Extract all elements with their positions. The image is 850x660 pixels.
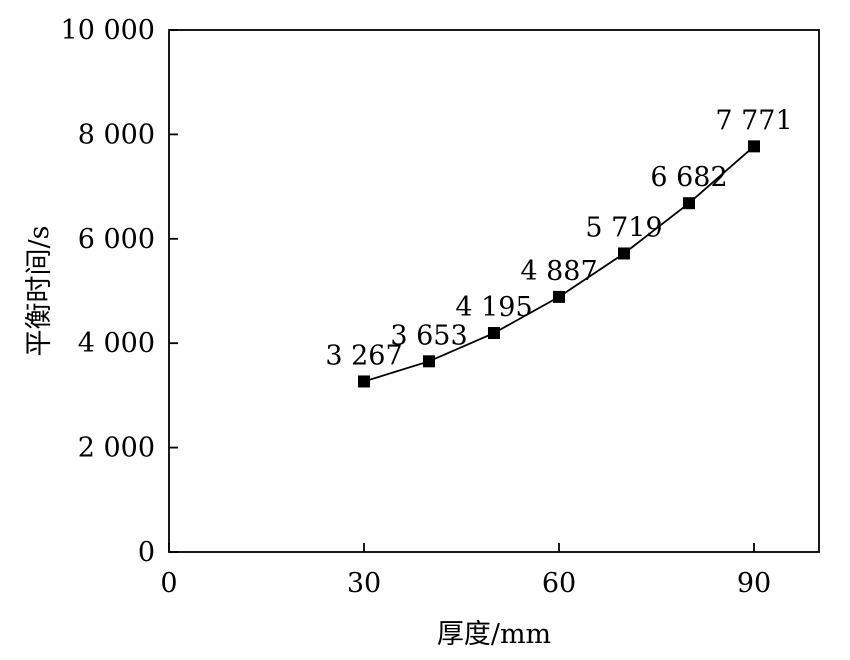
y-tick-label: 0 [138,537,155,568]
y-tick-label: 4 000 [78,328,155,359]
x-axis-ticks: 0 30 60 90 [160,543,771,599]
y-tick-label: 10 000 [61,15,155,46]
y-axis-title: 平衡时间/s [24,226,55,357]
data-point [553,290,565,303]
data-point [358,375,370,388]
data-label: 4 195 [455,292,532,323]
data-point [618,247,630,260]
data-label: 4 887 [520,256,597,287]
data-point [488,327,500,340]
x-tick-label: 30 [347,568,381,599]
data-label: 3 267 [325,340,402,371]
data-point [748,140,760,153]
data-point [423,355,435,368]
data-label: 5 719 [585,212,662,243]
data-label: 7 771 [715,105,792,136]
y-tick-label: 6 000 [78,224,155,255]
data-label: 3 653 [390,320,467,351]
x-tick-label: 0 [160,568,177,599]
y-tick-label: 2 000 [78,433,155,464]
y-axis-ticks: 0 2 000 4 000 6 000 8 000 10 000 [61,15,178,568]
x-axis-title: 厚度/mm [437,619,551,650]
x-tick-label: 90 [737,568,771,599]
data-label: 6 682 [650,162,727,193]
plot-frame [168,29,820,553]
y-tick-label: 8 000 [78,119,155,150]
data-point [683,197,695,210]
x-tick-label: 60 [542,568,576,599]
